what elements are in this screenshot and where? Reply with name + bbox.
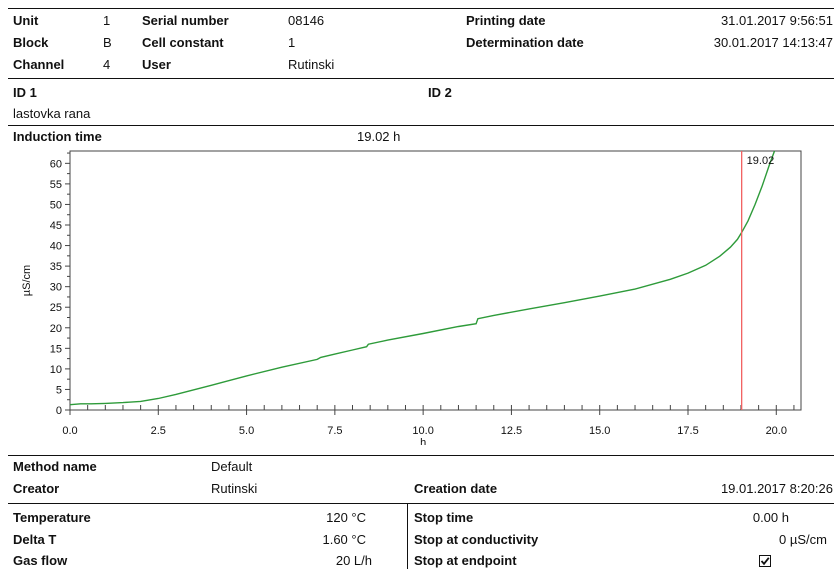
y-tick-label: 15 bbox=[50, 343, 62, 355]
x-tick-label: 12.5 bbox=[501, 425, 522, 437]
divider-4 bbox=[8, 503, 834, 504]
temperature-label: Temperature bbox=[13, 510, 91, 525]
stop-time-label: Stop time bbox=[414, 510, 474, 525]
determination-date-label: Determination date bbox=[466, 35, 584, 50]
creation-date-label: Creation date bbox=[414, 481, 498, 496]
x-tick-label: 15.0 bbox=[589, 425, 610, 437]
block-label: Block bbox=[13, 35, 49, 50]
top-border bbox=[8, 8, 834, 9]
y-axis-label: µS/cm bbox=[21, 265, 33, 296]
induction-time-label: Induction time bbox=[13, 129, 102, 144]
user-value: Rutinski bbox=[288, 57, 335, 72]
params-column-divider bbox=[407, 503, 408, 569]
channel-label: Channel bbox=[13, 57, 65, 72]
y-tick-label: 0 bbox=[56, 405, 62, 417]
gas-flow-value: 20 L/h bbox=[335, 553, 372, 568]
x-tick-label: 2.5 bbox=[151, 425, 166, 437]
method-name-label: Method name bbox=[13, 459, 97, 474]
x-tick-label: 17.5 bbox=[677, 425, 698, 437]
unit-label: Unit bbox=[13, 13, 39, 28]
id1-value: lastovka rana bbox=[13, 106, 91, 121]
x-tick-label: 7.5 bbox=[327, 425, 342, 437]
y-tick-label: 25 bbox=[50, 302, 62, 314]
y-tick-label: 60 bbox=[50, 158, 62, 170]
creator-value: Rutinski bbox=[211, 481, 258, 496]
y-tick-label: 50 bbox=[50, 199, 62, 211]
y-tick-label: 5 bbox=[56, 384, 62, 396]
stop-conductivity-value: 0 µS/cm bbox=[779, 532, 827, 547]
id1-label: ID 1 bbox=[13, 85, 37, 100]
delta-t-label: Delta T bbox=[13, 532, 57, 547]
creator-label: Creator bbox=[13, 481, 60, 496]
block-value: B bbox=[103, 35, 112, 50]
y-tick-label: 40 bbox=[50, 241, 62, 253]
conductivity-chart: 0 5 10 15 20 25 30 35 40 45 50 55 60 0.0 2.5 5.0 7.5 10.0… bbox=[21, 150, 802, 445]
stop-time-value: 0.00 h bbox=[752, 510, 789, 525]
printing-date-label: Printing date bbox=[466, 13, 546, 28]
y-tick-label: 10 bbox=[50, 364, 62, 376]
plot-frame bbox=[69, 150, 802, 411]
unit-value: 1 bbox=[103, 13, 111, 28]
y-tick-label: 30 bbox=[50, 282, 62, 294]
method-name-value: Default bbox=[211, 459, 253, 474]
y-tick-label: 55 bbox=[50, 179, 62, 191]
x-tick-label: 0.0 bbox=[62, 425, 77, 437]
divider-1 bbox=[8, 78, 834, 79]
cell-constant-value: 1 bbox=[288, 35, 296, 50]
channel-value: 4 bbox=[103, 57, 111, 72]
stop-endpoint-label: Stop at endpoint bbox=[414, 553, 517, 568]
serial-value: 08146 bbox=[288, 13, 325, 28]
induction-marker-label: 19.02 bbox=[747, 155, 775, 167]
series-line-0 bbox=[70, 151, 776, 406]
y-tick-label: 35 bbox=[50, 261, 62, 273]
temperature-value: 120 °C bbox=[326, 510, 366, 525]
divider-2 bbox=[8, 125, 834, 126]
user-label: User bbox=[142, 57, 171, 72]
stop-endpoint-checkbox[interactable] bbox=[759, 555, 771, 567]
induction-time-value: 19.02 h bbox=[357, 129, 401, 144]
x-tick-label: 5.0 bbox=[239, 425, 254, 437]
x-tick-label: 20.0 bbox=[766, 425, 787, 437]
x-tick-label: 10.0 bbox=[412, 425, 433, 437]
determination-date-value: 30.01.2017 14:13:47 bbox=[713, 35, 833, 50]
gas-flow-label: Gas flow bbox=[13, 553, 68, 568]
checkmark-icon bbox=[760, 557, 770, 566]
cell-constant-label: Cell constant bbox=[142, 35, 224, 50]
printing-date-value: 31.01.2017 9:56:51 bbox=[720, 13, 833, 28]
creation-date-value: 19.01.2017 8:20:26 bbox=[720, 481, 833, 496]
y-tick-label: 45 bbox=[50, 220, 62, 232]
id2-label: ID 2 bbox=[428, 85, 452, 100]
delta-t-value: 1.60 °C bbox=[322, 532, 366, 547]
y-tick-label: 20 bbox=[50, 323, 62, 335]
stop-conductivity-label: Stop at conductivity bbox=[414, 532, 539, 547]
x-axis-label: h bbox=[420, 437, 426, 445]
serial-label: Serial number bbox=[142, 13, 229, 28]
divider-3 bbox=[8, 455, 834, 456]
